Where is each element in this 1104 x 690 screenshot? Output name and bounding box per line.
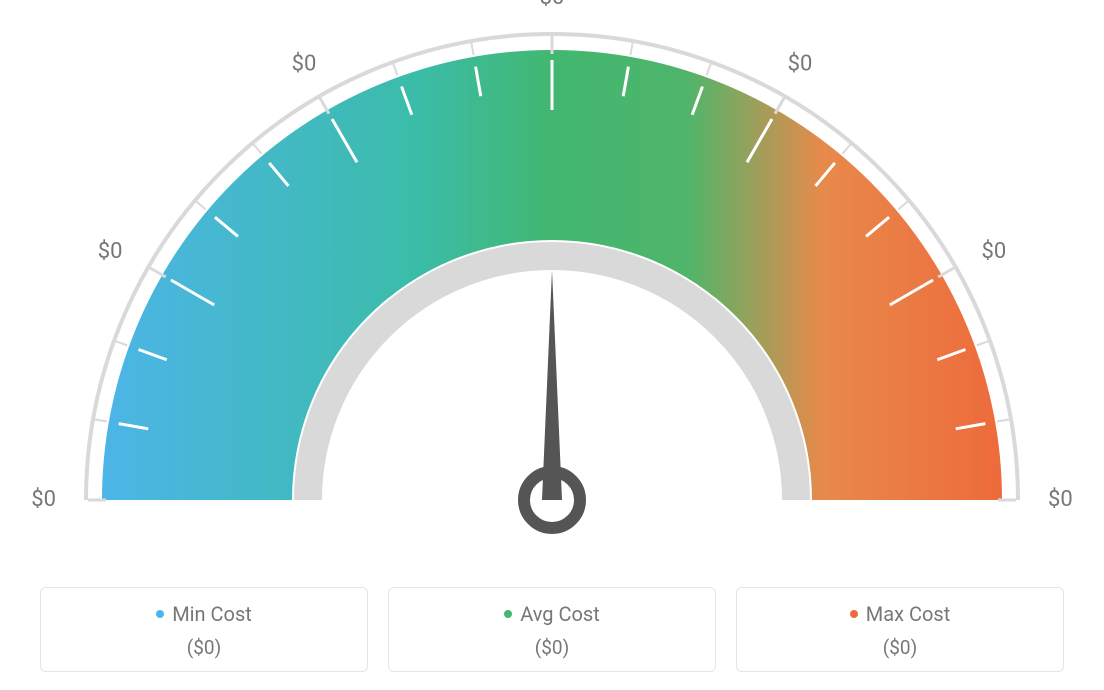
gauge-tick-label: $0 bbox=[1048, 487, 1073, 512]
gauge-scale-minor-tick bbox=[116, 341, 127, 345]
legend-dot-avg bbox=[504, 610, 512, 618]
gauge-scale-major-tick bbox=[775, 98, 784, 114]
gauge-scale-minor-tick bbox=[471, 43, 473, 55]
legend-dot-max bbox=[850, 610, 858, 618]
gauge-scale-major-tick bbox=[320, 98, 329, 114]
gauge-scale-minor-tick bbox=[95, 419, 107, 421]
legend-card-min: Min Cost ($0) bbox=[40, 587, 368, 672]
gauge-tick-label: $0 bbox=[292, 51, 317, 76]
legend-row: Min Cost ($0) Avg Cost ($0) Max Cost ($0… bbox=[0, 587, 1104, 672]
gauge-needle bbox=[542, 270, 562, 500]
legend-dot-min bbox=[156, 610, 164, 618]
cost-gauge-chart: $0 $0 $0 $0 $0 $0 $0 Min Cost ($0) Avg Cost ($… bbox=[0, 0, 1104, 690]
gauge-tick-label: $0 bbox=[31, 487, 56, 512]
gauge-scale-minor-tick bbox=[630, 43, 632, 55]
gauge-svg-wrap: $0 $0 $0 $0 $0 $0 $0 bbox=[0, 0, 1104, 560]
legend-value-min: ($0) bbox=[51, 636, 357, 659]
legend-value-avg: ($0) bbox=[399, 636, 705, 659]
gauge-scale-minor-tick bbox=[393, 64, 397, 75]
legend-label-min: Min Cost bbox=[156, 602, 252, 626]
legend-value-max: ($0) bbox=[747, 636, 1053, 659]
gauge-scale-minor-tick bbox=[997, 419, 1009, 421]
legend-text-min: Min Cost bbox=[172, 602, 252, 626]
legend-label-avg: Avg Cost bbox=[504, 602, 600, 626]
gauge-tick-label: $0 bbox=[540, 0, 565, 10]
gauge-scale-minor-tick bbox=[254, 145, 262, 154]
gauge-scale-major-tick bbox=[938, 268, 954, 277]
legend-label-max: Max Cost bbox=[850, 602, 951, 626]
gauge-svg: $0 $0 $0 $0 $0 $0 $0 bbox=[0, 0, 1104, 560]
gauge-scale-minor-tick bbox=[843, 145, 851, 154]
gauge-tick-label: $0 bbox=[788, 51, 813, 76]
gauge-tick-label: $0 bbox=[982, 239, 1007, 264]
gauge-scale-minor-tick bbox=[197, 202, 206, 210]
gauge-tick-label: $0 bbox=[98, 239, 123, 264]
gauge-scale-major-tick bbox=[150, 268, 166, 277]
gauge-scale-minor-tick bbox=[898, 202, 907, 210]
gauge-scale-minor-tick bbox=[707, 64, 711, 75]
gauge-scale-minor-tick bbox=[977, 341, 988, 345]
legend-card-max: Max Cost ($0) bbox=[736, 587, 1064, 672]
legend-text-avg: Avg Cost bbox=[520, 602, 600, 626]
legend-card-avg: Avg Cost ($0) bbox=[388, 587, 716, 672]
legend-text-max: Max Cost bbox=[866, 602, 951, 626]
